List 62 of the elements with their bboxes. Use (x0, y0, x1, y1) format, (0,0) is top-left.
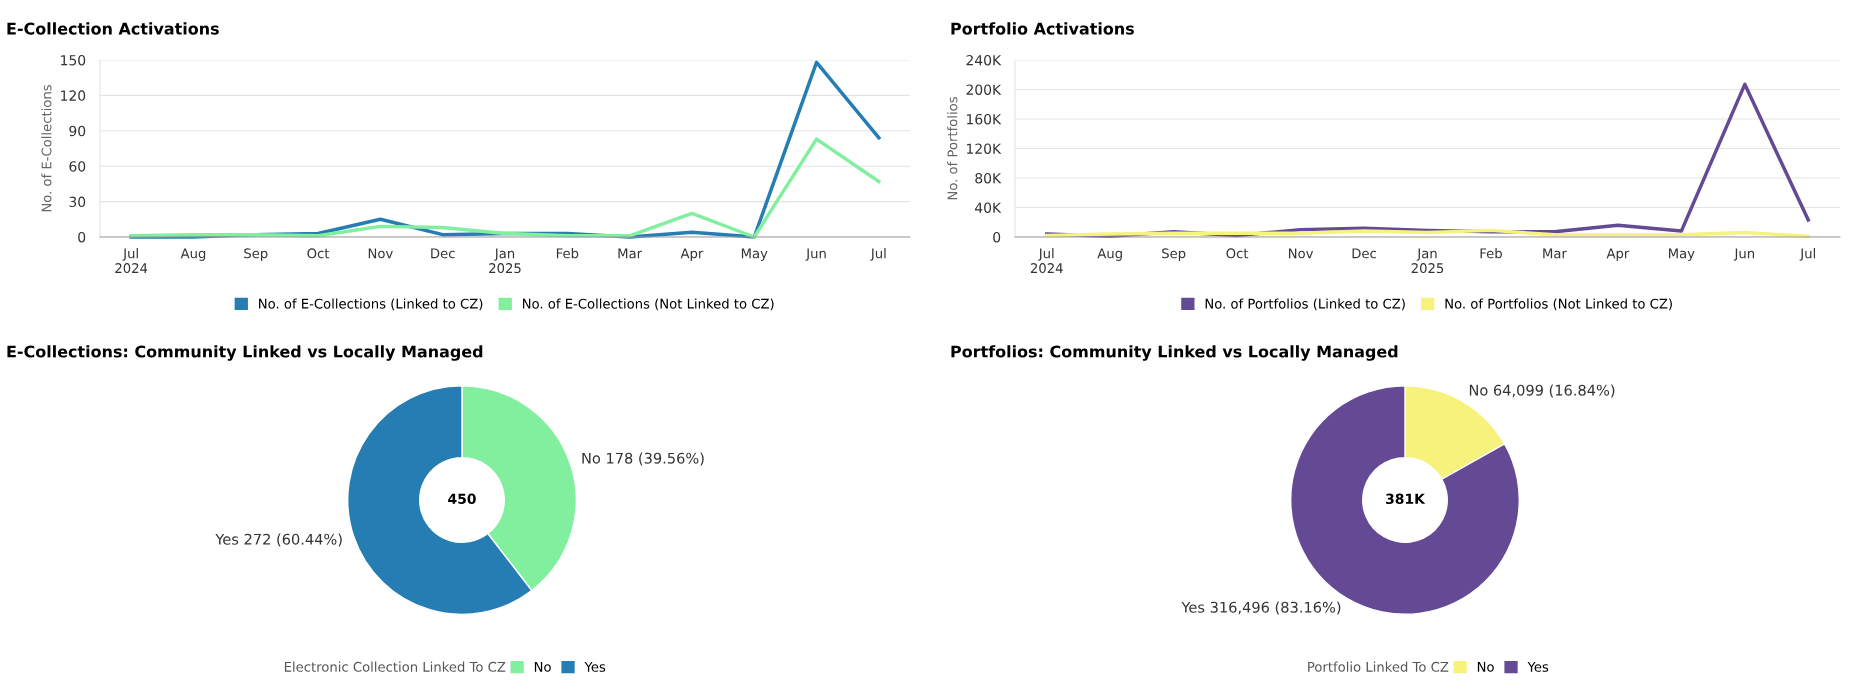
text: 450 (448, 493, 476, 505)
x-tick-label: Sep (244, 248, 268, 261)
x-tick-label: Aug (180, 248, 206, 261)
y-axis-title: No. of E-Collections (41, 85, 52, 212)
y-tick-label: 80K (975, 172, 1002, 184)
x-tick-label: Jan 2025 (489, 248, 521, 274)
data-label: No 64,099 (16.84%) (1469, 384, 1615, 398)
chart-title: Portfolio Activations (951, 22, 1134, 35)
x-tick-label: Oct (1226, 248, 1249, 259)
x-tick-label: Oct (307, 248, 330, 259)
x-tick-label: Jul (870, 248, 886, 261)
x-tick-label: Jul (1799, 248, 1815, 261)
data-label: Yes 316,496 (83.16%) (1181, 601, 1341, 615)
x-tick-label: Jul 2024 (1030, 248, 1063, 274)
y-tick-label: 120K (967, 143, 1002, 154)
line-series (129, 137, 881, 239)
legend-label: No. of E-Collections (Linked to CZ) (259, 298, 483, 311)
legend-label: No (1477, 662, 1494, 672)
y-tick-label: 90 (69, 125, 86, 137)
legend-title: Portfolio Linked To CZ (1308, 661, 1449, 672)
y-tick-label: 40K (975, 202, 1002, 213)
text: 381K (1386, 493, 1426, 505)
y-axis-title: No. of Portfolios (947, 97, 958, 200)
x-tick-label: Mar (618, 248, 643, 259)
y-tick-label: 0 (78, 231, 86, 243)
y-tick-label: 120 (61, 90, 86, 101)
y-tick-label: 200K (966, 84, 1002, 95)
x-tick-label: Feb (1480, 248, 1502, 259)
x-tick-label: Dec (1352, 248, 1376, 259)
x-tick-label: Jan 2025 (1411, 248, 1444, 274)
legend-label: Yes (1527, 662, 1549, 672)
y-tick-label: 160K (967, 113, 1002, 125)
legend-title: Electronic Collection Linked To CZ (284, 661, 506, 672)
legend-label: No (534, 662, 551, 672)
x-tick-label: Nov (368, 248, 393, 259)
y-tick-label: 60 (69, 161, 86, 172)
x-tick-label: Aug (1097, 248, 1122, 261)
x-tick-label: May (1669, 248, 1695, 261)
data-label: No 178 (39.56%) (582, 452, 704, 466)
legend-label: No. of Portfolios (Not Linked to CZ) (1445, 298, 1672, 311)
x-tick-label: May (741, 248, 768, 261)
x-tick-label: Apr (1606, 248, 1630, 261)
x-tick-label: Jul 2024 (115, 248, 148, 274)
x-tick-label: Sep (1162, 248, 1186, 261)
y-tick-label: 150 (61, 54, 86, 66)
x-tick-label: Jun (805, 248, 826, 261)
legend-label: Yes (584, 662, 606, 672)
x-tick-label: Mar (1543, 248, 1567, 259)
y-tick-label: 240K (966, 54, 1002, 66)
chart-title: E-Collections: Community Linked vs Locally Managed (7, 345, 483, 361)
chart-title: Portfolios: Community Linked vs Locally Managed (951, 345, 1398, 361)
chart-title: E-Collection Activations (7, 22, 219, 35)
y-tick-label: 30 (69, 196, 86, 208)
x-tick-label: Apr (680, 248, 704, 261)
x-tick-label: Nov (1288, 248, 1314, 259)
legend-label: No. of E-Collections (Not Linked to CZ) (522, 298, 774, 311)
y-tick-label: 0 (993, 231, 1001, 243)
data-label: Yes 272 (60.44%) (215, 533, 342, 547)
x-tick-label: Jun (1733, 248, 1754, 261)
x-tick-label: Dec (431, 248, 455, 259)
x-tick-label: Feb (556, 248, 579, 259)
legend-label: No. of Portfolios (Linked to CZ) (1205, 298, 1405, 311)
